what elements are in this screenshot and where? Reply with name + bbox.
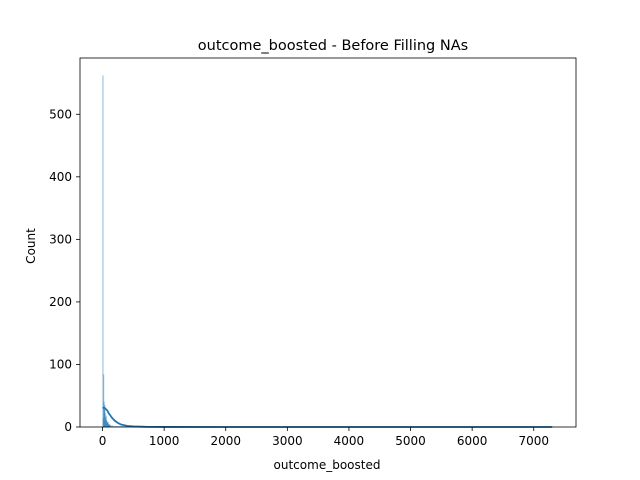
x-tick-label: 5000	[395, 434, 426, 448]
y-axis-ticks: 0 100 200 300 400 500	[49, 107, 80, 434]
x-axis-label: outcome_boosted	[274, 458, 381, 472]
x-tick-label: 1000	[149, 434, 180, 448]
chart-title: outcome_boosted - Before Filling NAs	[198, 38, 468, 54]
kde-line	[102, 406, 553, 428]
x-tick-label: 4000	[334, 434, 365, 448]
y-tick-label: 100	[49, 357, 72, 371]
y-tick-label: 200	[49, 295, 72, 309]
x-tick-label: 3000	[272, 434, 303, 448]
y-tick-label: 400	[49, 170, 72, 184]
x-tick-label: 7000	[518, 434, 549, 448]
y-tick-label: 0	[64, 420, 72, 434]
histogram-bars	[102, 75, 129, 428]
axes-frame	[79, 57, 577, 428]
x-tick-label: 2000	[210, 434, 241, 448]
y-axis-label: Count	[24, 228, 38, 264]
y-tick-label: 300	[49, 232, 72, 246]
x-tick-label: 0	[99, 434, 107, 448]
x-tick-label: 6000	[457, 434, 488, 448]
y-tick-label: 500	[49, 107, 72, 121]
x-axis-ticks: 0 1000 2000 3000 4000 5000 6000 7000	[99, 427, 549, 448]
plot-area	[102, 75, 553, 428]
